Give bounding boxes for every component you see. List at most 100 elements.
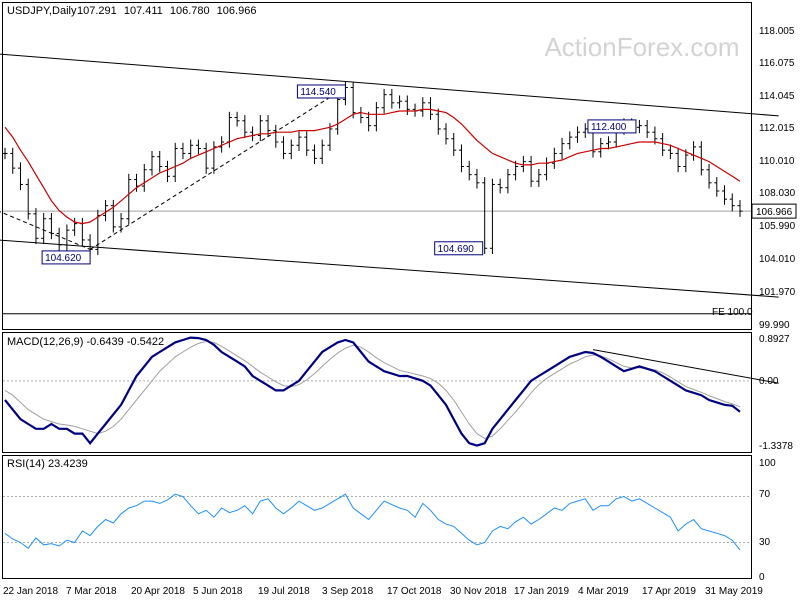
price-bar [551,147,557,169]
rsi-line [4,493,741,551]
macd-signal-line [4,340,741,439]
price-bar [118,213,124,233]
annotation-high-114540-text: 114.540 [300,87,336,98]
price-bar [706,164,712,189]
last-price-tag: 106.966 [751,203,797,219]
price-bar [737,199,743,217]
price-bar [458,144,464,173]
price-bar [188,139,194,160]
x-tick-label: 17 Jan 2019 [514,586,569,597]
x-tick-label: 17 Apr 2019 [642,586,696,597]
price-bar [234,111,240,127]
price-bar [157,150,163,173]
rsi-tick-label: 100 [759,458,776,469]
price-bar [10,147,16,174]
price-bar [536,168,542,187]
price-layer [0,53,779,315]
price-bar [25,178,31,220]
price-bar [211,141,217,174]
price-bar [466,160,472,181]
price-bar [420,97,426,117]
price-bar [575,126,581,143]
price-bar [489,178,495,254]
rsi-panel-frame [2,455,752,579]
annotation-high-114540-box [296,84,346,99]
price-bar [296,131,302,151]
price-bar [373,102,379,132]
price-bar [265,115,271,137]
price-bar [56,227,62,251]
macd-y-axis: 0.8927 0.00 -1.3378 [759,334,793,452]
price-bar [598,137,604,158]
dashed-trend-line [89,87,346,250]
price-bar [605,136,611,150]
macd-tick-label: -1.3378 [759,441,793,452]
price-bar [242,115,248,138]
price-bar [126,173,132,225]
price-bar [335,93,341,135]
price-bar [644,119,650,138]
price-bar [257,115,263,142]
price-tick-label: 99.990 [759,320,790,331]
price-bar [172,142,178,182]
channel-trend-line [0,53,779,117]
annotation-low-104690-text: 104.690 [438,244,475,255]
ohlc-open: 107.291 [77,5,117,17]
x-tick-label: 3 Sep 2018 [322,586,374,597]
annotation-low-104620: 104.620 [41,250,91,265]
price-bar [110,199,116,233]
price-bar [219,136,225,153]
ohlc-high: 107.411 [124,5,163,17]
price-bar [513,160,519,181]
price-bar [482,177,488,254]
price-bar [72,217,78,236]
price-bar [505,168,511,194]
x-tick-label: 7 Mar 2018 [66,586,117,597]
price-bar [428,97,434,120]
price-bar [567,131,573,150]
macd-line [4,336,741,447]
ohlc-low: 106.780 [170,5,210,17]
price-bar [48,213,54,240]
price-tick-label: 105.990 [759,221,796,232]
x-tick-label: 5 Jun 2018 [193,586,243,597]
fe-label: FE 100.0 [712,307,753,318]
price-tick-label: 110.010 [759,156,795,167]
x-tick-label: 20 Apr 2018 [131,586,185,597]
last-price-tag-box [751,203,797,219]
price-bar [366,111,372,132]
price-bar [64,224,70,251]
price-bar [667,144,673,160]
x-tick-label: 19 Jul 2018 [258,586,310,597]
macd-layer [3,336,779,447]
price-bar [103,199,109,222]
price-bar [404,95,410,116]
price-tick-label: 114.045 [759,91,795,102]
price-bar [281,136,287,160]
rsi-tick-label: 70 [759,489,771,500]
annotation-high-112400: 112.400 [587,119,637,134]
price-bar [722,185,728,205]
price-bar [582,123,588,138]
x-tick-label: 22 Jan 2018 [3,586,58,597]
price-bar [389,88,395,109]
price-tick-label: 112.015 [759,123,795,134]
price-tick-label: 101.970 [759,287,796,298]
channel-trend-line [0,239,779,298]
macd-tick-label: 0.8927 [759,334,790,345]
price-bar [203,142,209,174]
price-bar [319,139,325,165]
price-tick-label: 116.075 [759,58,795,69]
rsi-tick-label: 0 [759,572,765,583]
price-bar [528,155,534,187]
price-panel-frame [2,2,752,330]
price-tick-label: 104.010 [759,254,796,265]
price-bar [675,147,681,173]
price-bar [164,160,170,182]
price-tick-label: 118.005 [759,26,795,37]
price-bar [451,133,457,156]
ohlc-close: 106.966 [217,5,257,17]
x-tick-label: 31 May 2019 [705,586,763,597]
